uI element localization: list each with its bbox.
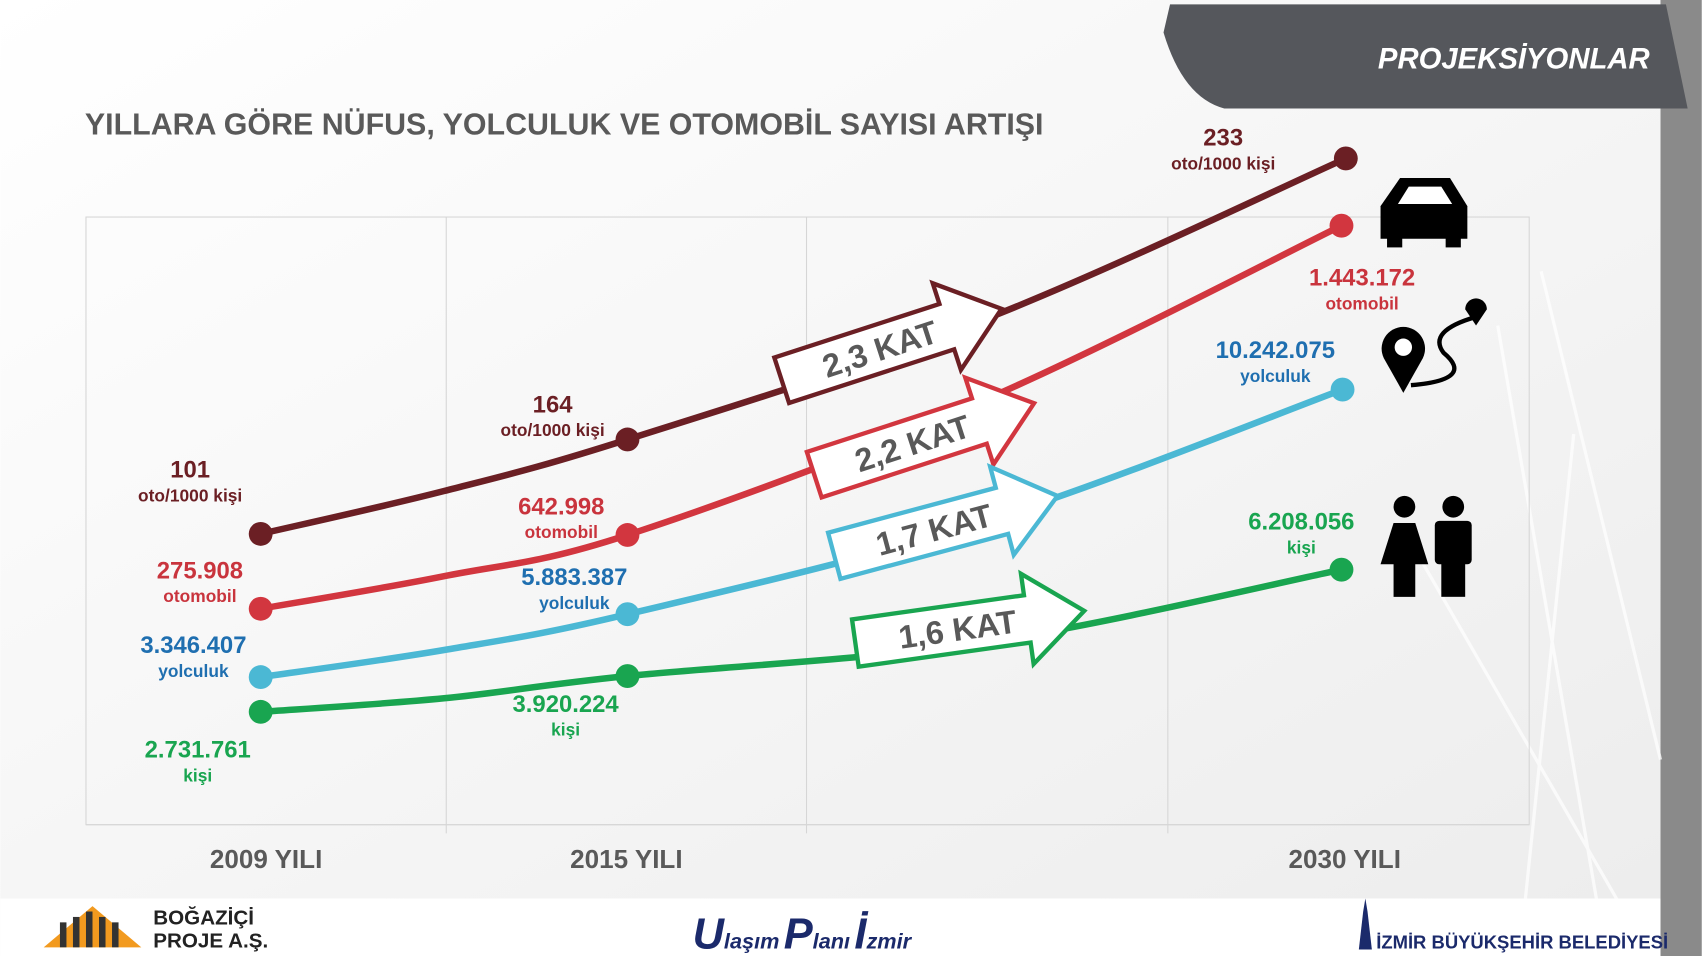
ratio-arrow: 2,3 KAT (771, 279, 1005, 406)
people-icon (1380, 495, 1472, 597)
footer-center-part: zmir (865, 928, 912, 953)
value-label: 2.731.761 (145, 736, 251, 763)
tab-title: PROJEKSİYONLAR (1378, 42, 1650, 75)
arrow-shape (849, 569, 1088, 670)
x-label: 2009 YILI (210, 844, 322, 874)
footer-center-part: P (784, 910, 813, 956)
footer-left-2: PROJE A.Ş. (153, 929, 268, 952)
footer-center-part: lanı (813, 928, 850, 953)
unit-label: yolculuk (1240, 366, 1311, 386)
arrow-shape (825, 463, 1061, 582)
unit-label: oto/1000 kişi (500, 420, 604, 440)
unit-label: oto/1000 kişi (138, 485, 242, 505)
point (1329, 213, 1354, 238)
value-label: 3.920.224 (513, 691, 620, 718)
tower-icon (1358, 898, 1372, 950)
point (615, 602, 640, 627)
slide-title: YILLARA GÖRE NÜFUS, YOLCULUK VE OTOMOBİL… (85, 108, 1044, 142)
footer (0, 898, 1661, 956)
point (1330, 377, 1355, 402)
footer-left-logo (43, 906, 142, 948)
unit-label: otomobil (525, 522, 598, 542)
point (615, 427, 640, 452)
value-label: 233 (1203, 124, 1243, 151)
footer-center-part: İ (854, 910, 868, 956)
unit-label: kişi (1287, 537, 1316, 557)
footer-right: İZMİR BÜYÜKŞEHİR BELEDİYESİ (1376, 931, 1668, 952)
footer-center: Ulaşım Planı İzmir (693, 910, 913, 956)
unit-label: yolculuk (539, 593, 610, 613)
value-label: 5.883.387 (521, 564, 627, 591)
header-tab (1163, 4, 1688, 109)
arrow-shape (804, 374, 1038, 501)
unit-label: otomobil (1325, 293, 1398, 313)
series-line (259, 155, 1348, 538)
side-strip (1660, 0, 1702, 956)
value-label: 3.346.407 (140, 632, 246, 659)
point (248, 665, 273, 690)
arrow-shape (771, 279, 1005, 406)
unit-label: oto/1000 kişi (1171, 153, 1275, 173)
value-label: 164 (533, 391, 574, 418)
route-icon (1381, 298, 1487, 393)
footer-left-1: BOĞAZİÇİ (153, 906, 254, 930)
unit-label: kişi (551, 720, 580, 740)
value-label: 6.208.056 (1248, 509, 1354, 536)
grid-lines (85, 217, 1530, 834)
value-label: 10.242.075 (1216, 337, 1335, 364)
unit-label: otomobil (163, 586, 236, 606)
point (248, 521, 273, 546)
series-line (260, 222, 1343, 612)
point (615, 523, 640, 547)
unit-label: kişi (183, 765, 212, 785)
value-label: 1.443.172 (1309, 264, 1415, 291)
footer-center-part: U (693, 910, 726, 956)
value-label: 275.908 (157, 557, 243, 584)
car-icon (1380, 177, 1468, 248)
x-label: 2030 YILI (1289, 844, 1401, 874)
ratio-arrow: 1,6 KAT (849, 569, 1088, 670)
unit-label: yolculuk (158, 661, 229, 681)
footer-center-part: laşım (724, 928, 779, 953)
point (248, 699, 273, 724)
point (615, 664, 640, 688)
x-label: 2015 YILI (570, 844, 682, 874)
value-label: 642.998 (518, 493, 604, 520)
point (1333, 146, 1358, 171)
point (248, 596, 273, 621)
value-label: 101 (170, 456, 210, 483)
decor-lines (1409, 270, 1663, 957)
point (1329, 557, 1354, 582)
series-line (260, 566, 1343, 716)
series-line (260, 386, 1344, 681)
